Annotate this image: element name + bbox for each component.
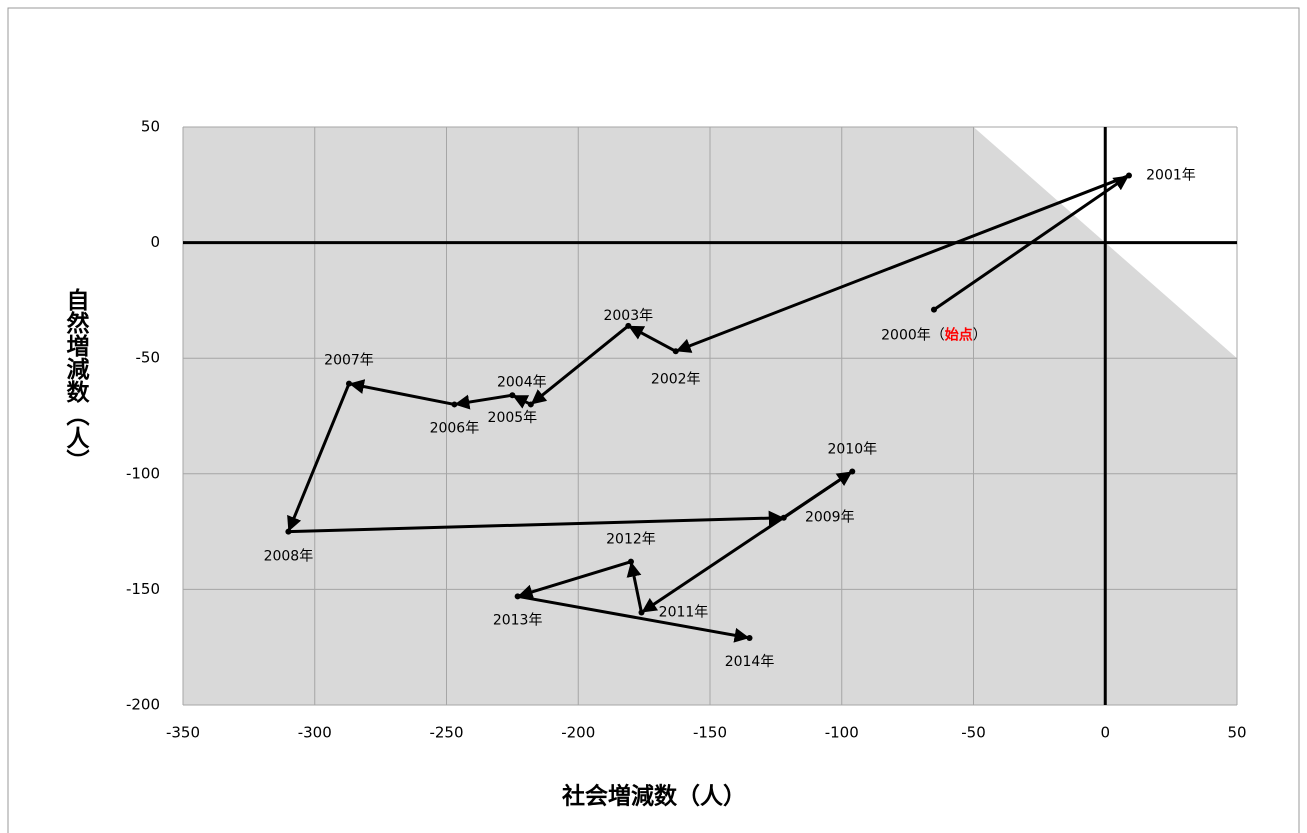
point-label: 2012年 (606, 532, 656, 548)
point (638, 609, 645, 616)
point (625, 322, 632, 329)
annotation-text: 始点 (945, 327, 973, 344)
point-label: 2002年 (651, 371, 701, 387)
x-tick-label: -50 (961, 724, 986, 742)
y-tick-label: -50 (136, 349, 161, 367)
point (780, 514, 787, 521)
x-tick-label: -100 (825, 724, 859, 742)
point-label: 2006年 (430, 420, 480, 436)
arrow (933, 174, 1130, 311)
arrow (626, 561, 643, 613)
arrow (640, 470, 854, 614)
point (849, 468, 856, 475)
point (627, 558, 634, 565)
arrow (454, 393, 513, 410)
point-label: 2008年 (264, 549, 314, 565)
x-tick-label: -350 (166, 724, 200, 742)
point (672, 348, 679, 355)
x-tick-label: -300 (298, 724, 332, 742)
point-label: 2013年 (493, 612, 543, 628)
x-tick-label: -250 (429, 724, 463, 742)
point-label: 2004年 (497, 374, 547, 390)
y-tick-label: 50 (141, 118, 160, 136)
point-label: 2011年 (659, 605, 709, 621)
point-label: 2007年 (324, 353, 374, 369)
x-axis-title: 社会増減数（人） (562, 783, 746, 810)
x-tick-label: -150 (693, 724, 727, 742)
point-label: 2000年（始点） (881, 327, 987, 344)
arrow (511, 393, 532, 409)
point-label: 2003年 (603, 308, 653, 324)
arrow (288, 510, 784, 534)
point (509, 392, 516, 399)
point (514, 593, 521, 600)
y-tick-label: -100 (126, 464, 160, 482)
y-tick-label: -200 (126, 696, 160, 714)
point-label: 2009年 (805, 510, 855, 526)
annotation-open: （ (931, 328, 945, 344)
point-label: 2010年 (827, 441, 877, 457)
point (285, 528, 292, 535)
point (1125, 172, 1132, 179)
point (746, 634, 753, 641)
x-tick-label: -200 (561, 724, 595, 742)
arrow (348, 379, 455, 406)
x-tick-label: 50 (1227, 724, 1246, 742)
point (346, 380, 353, 387)
arrow (529, 324, 630, 406)
arrow (675, 174, 1130, 353)
label-year: 2000年 (881, 328, 931, 344)
point (451, 401, 458, 408)
arrow (517, 560, 632, 600)
x-tick-label: 0 (1100, 724, 1110, 742)
point-label: 2014年 (725, 654, 775, 670)
arrow (517, 594, 750, 643)
point (527, 401, 534, 408)
point-label: 2001年 (1146, 168, 1196, 184)
y-tick-label: 0 (150, 233, 160, 251)
annotation-close: ） (973, 328, 987, 344)
point-label: 2005年 (488, 410, 538, 426)
arrow (287, 383, 351, 533)
y-tick-label: -150 (126, 580, 160, 598)
arrow (627, 324, 677, 353)
point (930, 306, 937, 313)
y-axis-title: 自然増減数（人） (62, 287, 90, 472)
